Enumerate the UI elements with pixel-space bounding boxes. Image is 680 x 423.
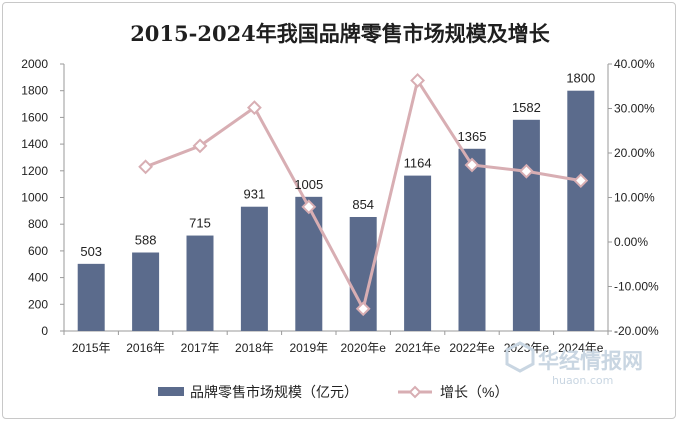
chart-title: 2015-2024年我国品牌零售市场规模及增长 <box>130 21 550 46</box>
legend-line-label: 增长（%） <box>440 384 508 400</box>
bar-data-label: 588 <box>135 233 157 248</box>
right-axis-tick-label: 40.00% <box>614 57 655 71</box>
left-axis-tick-label: 1200 <box>21 164 48 178</box>
x-axis-tick-label: 2020年e <box>341 341 387 355</box>
x-axis-tick-label: 2015年 <box>72 341 111 355</box>
growth-point-marker <box>464 157 480 173</box>
x-axis-tick-label: 2016年 <box>126 341 165 355</box>
right-axis-tick-label: -20.00% <box>614 324 659 338</box>
bar-data-label: 1800 <box>566 71 595 86</box>
data-labels: 503 588 715 931 1005 854 1164 1365 1582 1800 <box>80 71 595 259</box>
left-axis-tick-label: 1800 <box>21 84 48 98</box>
left-axis-tick-label: 400 <box>28 271 48 285</box>
bar-data-label: 1365 <box>458 129 487 144</box>
chart-frame <box>2 2 676 419</box>
bar <box>458 148 486 331</box>
growth-point-marker <box>573 173 589 189</box>
bar <box>240 206 268 331</box>
x-axis-tick-label: 2022年e <box>449 341 495 355</box>
bar <box>512 119 540 331</box>
growth-point-marker <box>246 100 262 116</box>
bar <box>404 175 432 331</box>
left-axis-tick-label: 1600 <box>21 110 48 124</box>
x-axis-tick-label: 2018年 <box>235 341 274 355</box>
right-axis-tick-label: 10.00% <box>614 191 655 205</box>
right-axis-tick-label: 30.00% <box>614 102 655 116</box>
bar-data-label: 1005 <box>294 177 323 192</box>
x-axis-tick-label: 2019年 <box>289 341 328 355</box>
axes: 0 200 400 600 800 1000 1200 1400 1600 1800 2000 -20… <box>21 57 659 355</box>
bar <box>186 235 214 331</box>
left-axis-tick-label: 1000 <box>21 191 48 205</box>
legend-bar-label: 品牌零售市场规模（亿元） <box>190 384 358 400</box>
bar-series <box>77 90 595 331</box>
growth-point-marker <box>518 163 534 179</box>
left-axis-tick-label: 600 <box>28 244 48 258</box>
watermark-text: 华经情报网 <box>538 349 643 373</box>
growth-line-series <box>138 73 589 317</box>
bar-data-label: 854 <box>352 197 374 212</box>
growth-point-marker <box>355 301 371 317</box>
x-axis-tick-label: 2024年e <box>558 341 604 355</box>
left-axis-tick-label: 0 <box>41 324 48 338</box>
right-axis-tick-label: -10.00% <box>614 280 659 294</box>
bar <box>295 196 323 331</box>
growth-point-marker <box>192 138 208 154</box>
growth-point-marker <box>138 159 154 175</box>
x-axis-tick-label: 2021年e <box>395 341 441 355</box>
right-axis-tick-label: 20.00% <box>614 146 655 160</box>
bar-data-label: 503 <box>80 244 102 259</box>
bar-data-label: 931 <box>244 187 266 202</box>
left-axis-tick-label: 2000 <box>21 57 48 71</box>
left-axis-tick-label: 200 <box>28 297 48 311</box>
bar <box>77 263 105 331</box>
legend: 品牌零售市场规模（亿元） 增长（%） <box>158 384 508 400</box>
right-axis-tick-label: 0.00% <box>614 235 648 249</box>
left-axis-tick-label: 1400 <box>21 137 48 151</box>
legend-bar-swatch <box>158 387 184 396</box>
growth-point-marker <box>410 73 426 88</box>
bar-data-label: 1164 <box>404 156 432 171</box>
bar-data-label: 715 <box>189 216 211 231</box>
left-axis-tick-label: 800 <box>28 217 48 231</box>
watermark-logo-icon <box>505 341 535 373</box>
growth-point-marker <box>301 199 317 215</box>
watermark-subtext: huaon.com <box>552 374 613 387</box>
x-axis-tick-label: 2017年 <box>181 341 220 355</box>
bar <box>132 252 160 331</box>
bar <box>567 90 595 331</box>
legend-line-marker <box>408 385 422 399</box>
bar-data-label: 1582 <box>512 100 541 115</box>
